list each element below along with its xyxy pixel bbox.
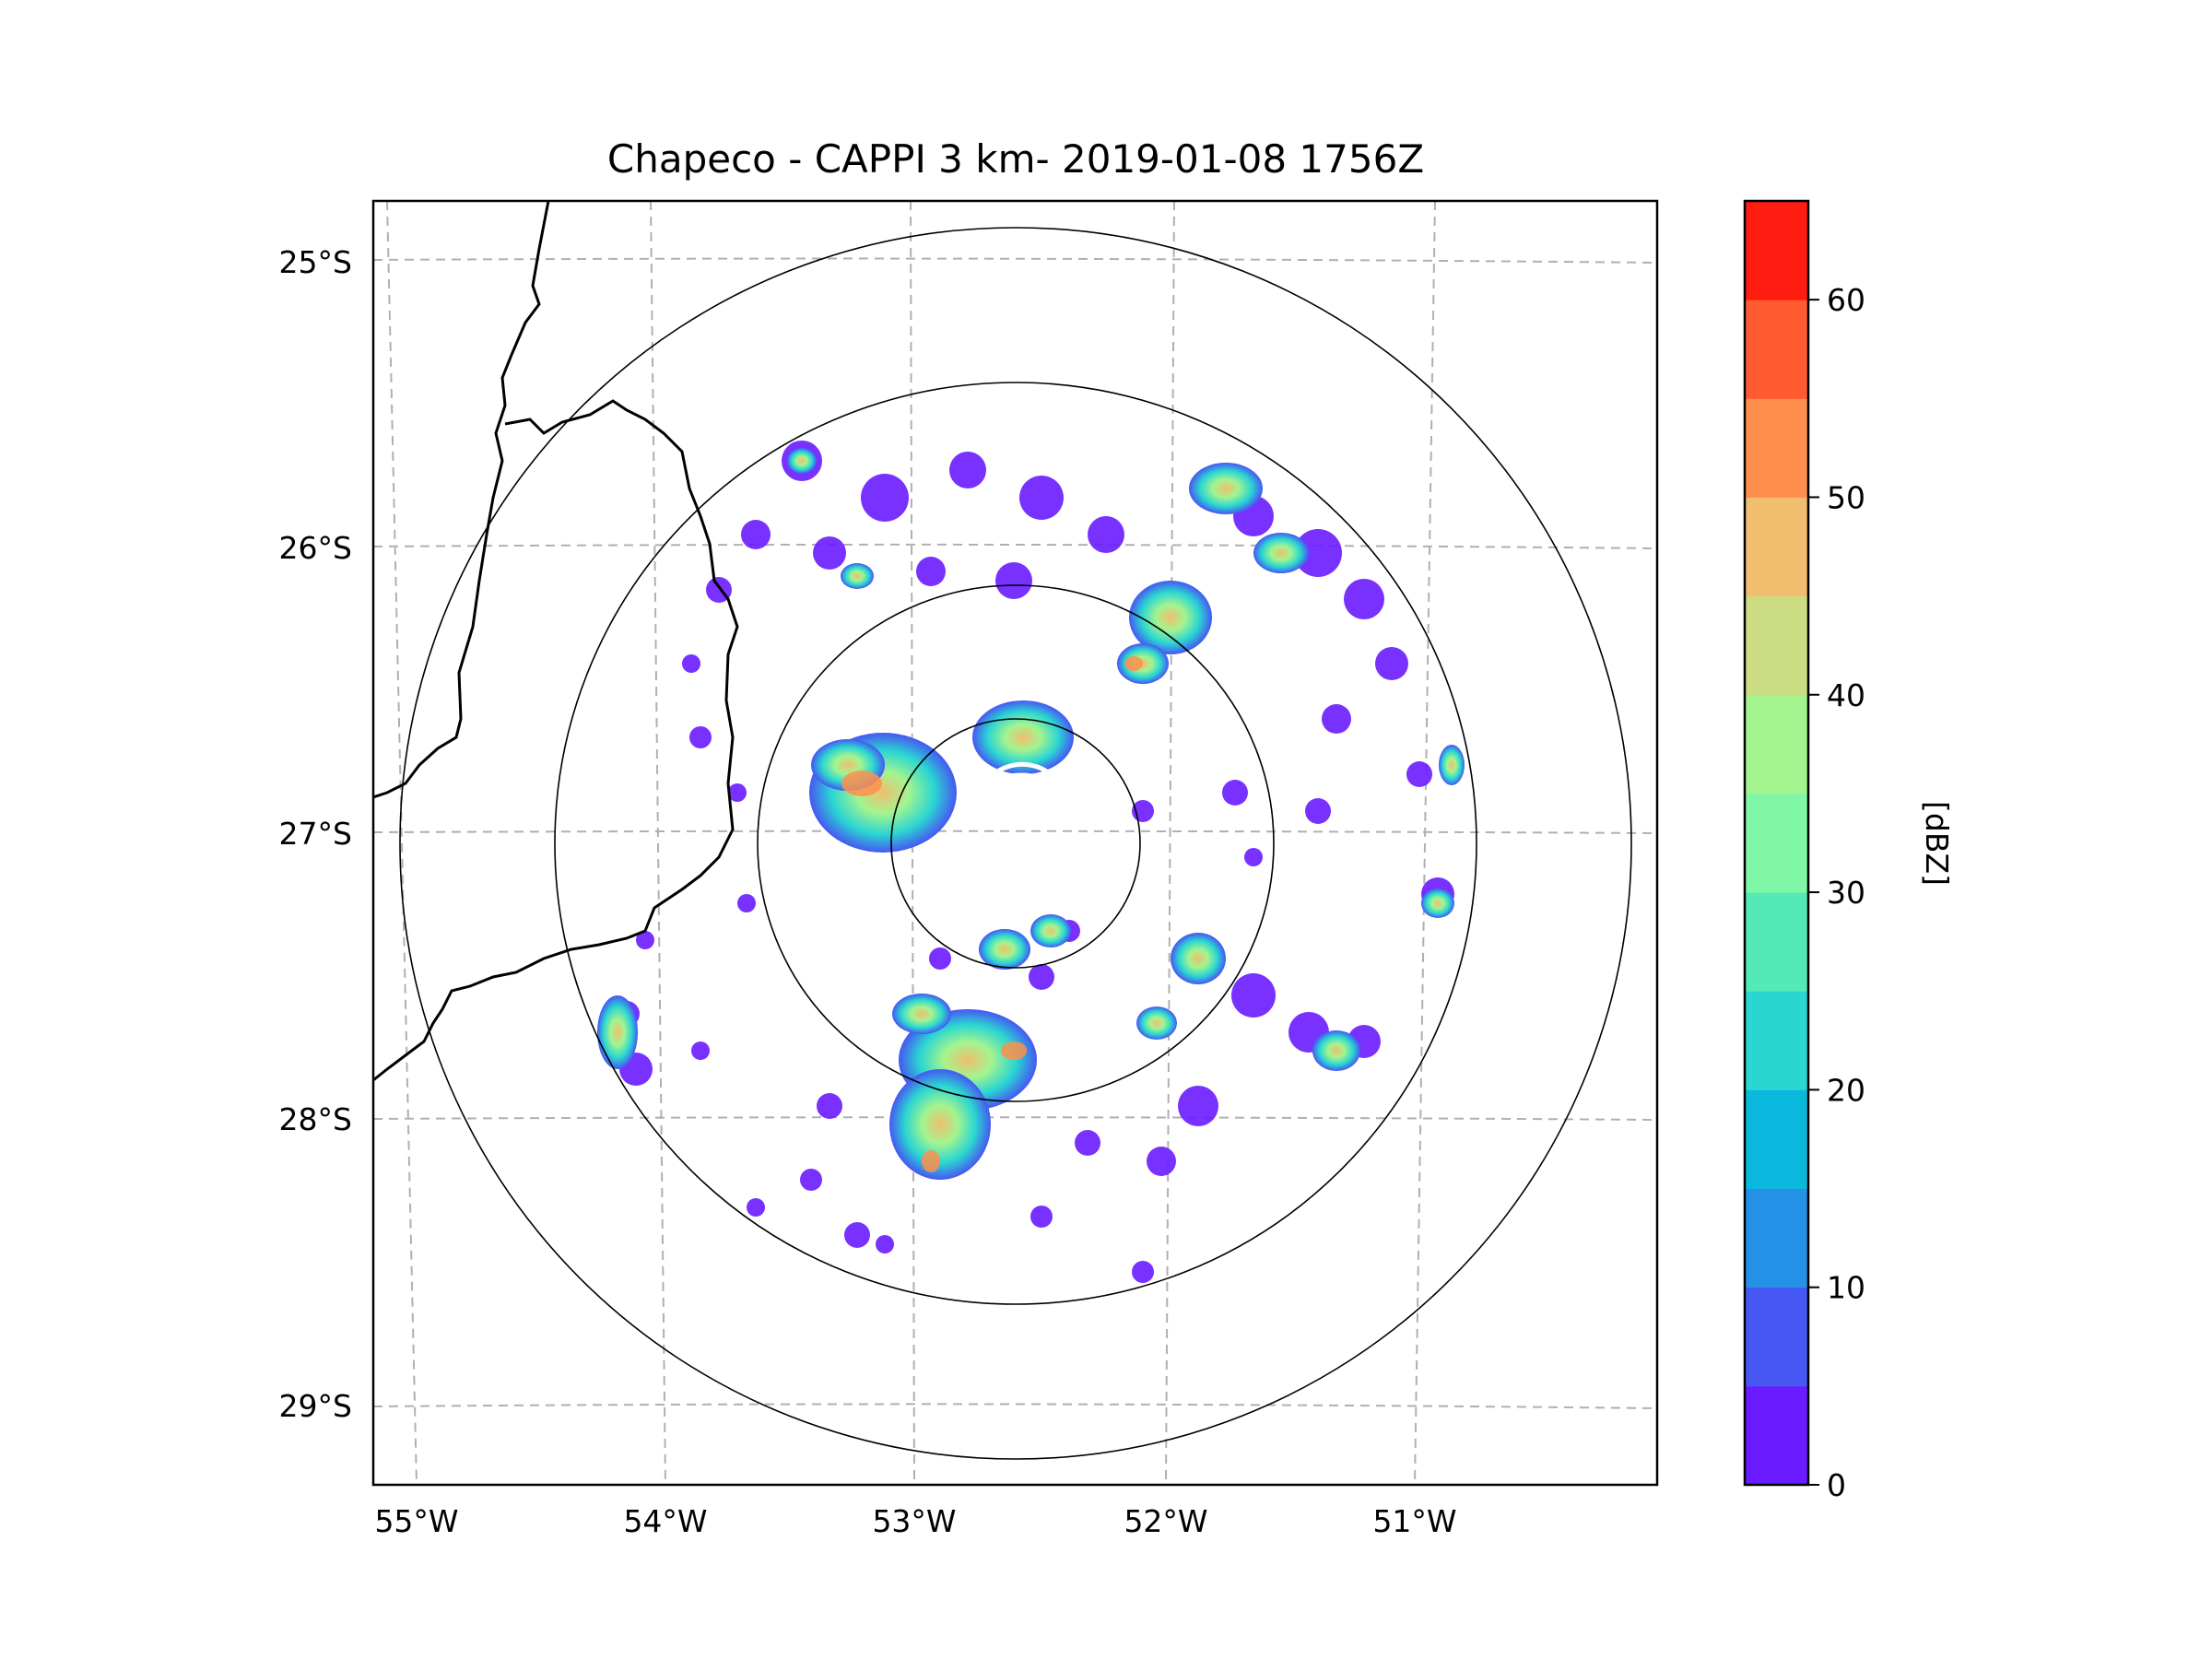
colorbar-segment [1745, 1089, 1808, 1190]
echo-cell [1439, 745, 1465, 785]
colorbar-tick-label: 40 [1827, 677, 1865, 713]
lon-tick-53w: 53°W [872, 1503, 956, 1539]
parallel-28s [373, 1116, 1657, 1121]
colorbar-segment [1745, 300, 1808, 399]
lon-tick-54w: 54°W [623, 1503, 707, 1539]
echo-cell [1171, 933, 1226, 984]
colorbar-segment [1745, 991, 1808, 1090]
parallel-29s [373, 1403, 1657, 1409]
echo-core [1124, 656, 1143, 671]
borders [373, 201, 739, 1082]
echo-cell [787, 448, 817, 474]
echo-cell [597, 995, 638, 1069]
colorbar-segment [1745, 1385, 1808, 1486]
map-panel [371, 199, 1659, 1487]
lat-tick-labels: 25°S 26°S 27°S 28°S 29°S [279, 244, 352, 1424]
lat-tick-27s: 27°S [279, 816, 352, 852]
echo-cell [889, 1069, 991, 1180]
echo-core [1001, 1041, 1027, 1060]
figure-title: Chapeco - CAPPI 3 km- 2019-01-08 1756Z [607, 136, 1424, 182]
echo-core [841, 771, 882, 796]
range-ring-2 [757, 584, 1275, 1102]
parallel-25s [373, 257, 1657, 264]
lat-tick-25s: 25°S [279, 244, 352, 280]
echo-cell [1253, 533, 1309, 573]
colorbar-tick-label: 30 [1827, 875, 1865, 911]
echo-cell [841, 563, 874, 589]
ground-clutter-arcs [947, 761, 1062, 920]
colorbar-tick-label: 10 [1827, 1270, 1865, 1306]
lat-tick-28s: 28°S [279, 1101, 352, 1137]
echo-cell [1030, 914, 1071, 947]
colorbar-tick-label: 50 [1827, 479, 1865, 515]
range-ring-4 [399, 227, 1632, 1460]
meridian-54w [650, 201, 666, 1485]
border-brazil-paraguay-argentina [373, 201, 550, 799]
echo-cell [972, 700, 1074, 774]
colorbar-segment [1745, 892, 1808, 992]
colorbar-segment [1745, 497, 1808, 597]
map-background [373, 201, 1657, 1485]
lon-tick-55w: 55°W [374, 1503, 458, 1539]
echo-cell [979, 929, 1030, 970]
meridian-51w [1414, 201, 1436, 1485]
echo-cell [1312, 1030, 1360, 1071]
echo-core [922, 1150, 940, 1172]
lon-tick-52w: 52°W [1124, 1503, 1207, 1539]
lon-tick-labels: 55°W 54°W 53°W 52°W 51°W [374, 1503, 1456, 1539]
parallel-26s [373, 543, 1657, 549]
gridlines [373, 201, 1657, 1485]
range-ring-1 [890, 718, 1141, 969]
colorbar-frame [1743, 199, 1810, 1487]
lat-tick-26s: 26°S [279, 530, 352, 566]
parallel-27s [373, 830, 1657, 834]
colorbar-segment [1745, 1188, 1808, 1288]
echo-cell [1136, 1006, 1177, 1040]
colorbar-segment [1745, 595, 1808, 696]
meridian-52w [1165, 201, 1175, 1485]
lon-tick-51w: 51°W [1372, 1503, 1456, 1539]
range-ring-3 [554, 382, 1477, 1305]
colorbar-tick-label: 20 [1827, 1072, 1865, 1108]
colorbar-tick-label: 0 [1827, 1467, 1846, 1503]
border-misiones [373, 399, 739, 1082]
colorbar-segment [1745, 201, 1808, 300]
colorbar-ticks: 0 10 20 30 40 50 60 [1808, 282, 1865, 1503]
range-rings [399, 227, 1632, 1460]
colorbar-segments [1745, 201, 1808, 1486]
radar-echoes [597, 441, 1465, 1283]
meridian-53w [910, 201, 915, 1485]
colorbar-label: [dBZ] [1919, 801, 1955, 886]
meridian-55w [386, 201, 418, 1485]
colorbar-segment [1745, 793, 1808, 893]
convective-cells [597, 448, 1465, 1180]
strong-echo-cores [841, 656, 1143, 1172]
colorbar: 0 10 20 30 40 50 60 [dBZ] [1743, 199, 1955, 1503]
echo-cell [1129, 581, 1212, 654]
echo-cell [892, 994, 951, 1034]
echo-cell [1421, 888, 1454, 918]
map-frame [371, 199, 1659, 1487]
colorbar-segment [1745, 694, 1808, 794]
colorbar-segment [1745, 1287, 1808, 1387]
lat-tick-29s: 29°S [279, 1388, 352, 1424]
colorbar-segment [1745, 398, 1808, 498]
echo-cell [1189, 463, 1263, 514]
colorbar-tick-label: 60 [1827, 282, 1865, 318]
